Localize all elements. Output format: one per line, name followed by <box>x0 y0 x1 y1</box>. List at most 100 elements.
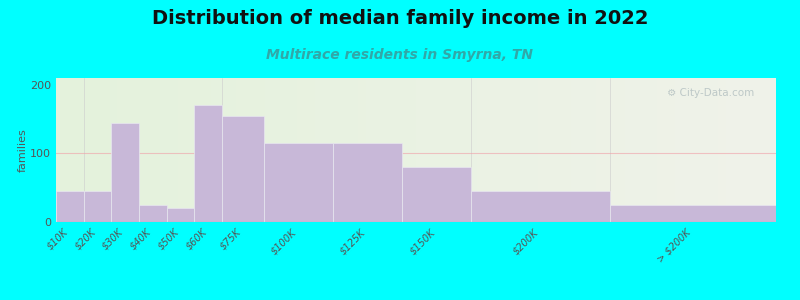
Bar <box>678 78 682 222</box>
Bar <box>553 78 557 222</box>
Bar <box>596 78 600 222</box>
Bar <box>470 78 474 222</box>
Bar <box>326 78 330 222</box>
Bar <box>423 78 427 222</box>
Bar <box>528 78 531 222</box>
Bar <box>222 78 226 222</box>
Bar <box>521 78 524 222</box>
Bar <box>639 78 643 222</box>
Bar <box>542 78 546 222</box>
Bar <box>740 78 744 222</box>
Bar <box>629 78 632 222</box>
Bar <box>434 78 438 222</box>
Bar <box>139 78 142 222</box>
Text: Multirace residents in Smyrna, TN: Multirace residents in Smyrna, TN <box>266 48 534 62</box>
Bar <box>586 78 589 222</box>
Bar <box>445 78 449 222</box>
Bar <box>384 78 387 222</box>
Bar <box>625 78 629 222</box>
Bar <box>485 78 488 222</box>
Bar <box>711 78 715 222</box>
Bar <box>96 78 99 222</box>
Bar <box>557 78 560 222</box>
Bar <box>135 78 139 222</box>
Bar <box>56 191 84 222</box>
Bar <box>114 78 118 222</box>
Bar <box>449 78 452 222</box>
Bar <box>758 78 762 222</box>
Bar <box>380 78 384 222</box>
Bar <box>373 78 377 222</box>
Bar <box>675 78 679 222</box>
Bar <box>275 78 279 222</box>
Bar <box>538 78 542 222</box>
Bar <box>416 78 420 222</box>
Bar <box>312 78 315 222</box>
Bar <box>442 78 445 222</box>
Bar <box>193 78 197 222</box>
Bar <box>726 78 730 222</box>
Bar <box>409 78 413 222</box>
Bar <box>592 78 596 222</box>
Bar <box>773 78 776 222</box>
Bar <box>456 78 459 222</box>
Bar <box>341 78 344 222</box>
Bar <box>427 78 430 222</box>
Bar <box>186 78 189 222</box>
Bar <box>762 78 766 222</box>
Bar <box>766 78 769 222</box>
Bar <box>344 78 348 222</box>
Bar <box>290 78 294 222</box>
Bar <box>514 78 517 222</box>
Bar <box>110 78 114 222</box>
Bar <box>258 78 262 222</box>
Bar <box>682 78 686 222</box>
Bar <box>351 78 355 222</box>
Bar <box>722 78 726 222</box>
Bar <box>524 78 528 222</box>
Bar <box>279 78 283 222</box>
Bar <box>622 78 625 222</box>
Bar <box>650 78 654 222</box>
Bar <box>567 78 571 222</box>
Bar <box>420 78 423 222</box>
Bar <box>236 78 240 222</box>
Bar <box>121 78 125 222</box>
Bar <box>194 105 222 222</box>
Text: Distribution of median family income in 2022: Distribution of median family income in … <box>152 9 648 28</box>
Bar <box>308 78 312 222</box>
Bar <box>718 78 722 222</box>
Bar <box>603 78 607 222</box>
Bar <box>164 78 168 222</box>
Bar <box>125 78 128 222</box>
Bar <box>286 78 290 222</box>
Bar <box>560 78 563 222</box>
Bar <box>750 78 754 222</box>
Bar <box>477 78 481 222</box>
Bar <box>474 78 477 222</box>
Bar <box>376 78 380 222</box>
Bar <box>693 78 697 222</box>
Bar <box>265 78 269 222</box>
Bar <box>466 78 470 222</box>
Bar <box>481 78 485 222</box>
Bar <box>178 78 182 222</box>
Bar <box>142 78 146 222</box>
Bar <box>535 78 538 222</box>
Bar <box>240 78 243 222</box>
Bar <box>614 78 618 222</box>
Bar <box>131 78 135 222</box>
Bar <box>413 78 416 222</box>
Bar <box>102 78 106 222</box>
Bar <box>82 78 85 222</box>
Bar <box>318 78 322 222</box>
Bar <box>211 78 214 222</box>
Bar <box>606 78 610 222</box>
Bar <box>574 78 578 222</box>
Bar <box>736 78 740 222</box>
Bar <box>175 78 178 222</box>
Bar <box>70 78 74 222</box>
Bar <box>697 78 701 222</box>
Bar <box>301 78 305 222</box>
Bar <box>531 78 535 222</box>
